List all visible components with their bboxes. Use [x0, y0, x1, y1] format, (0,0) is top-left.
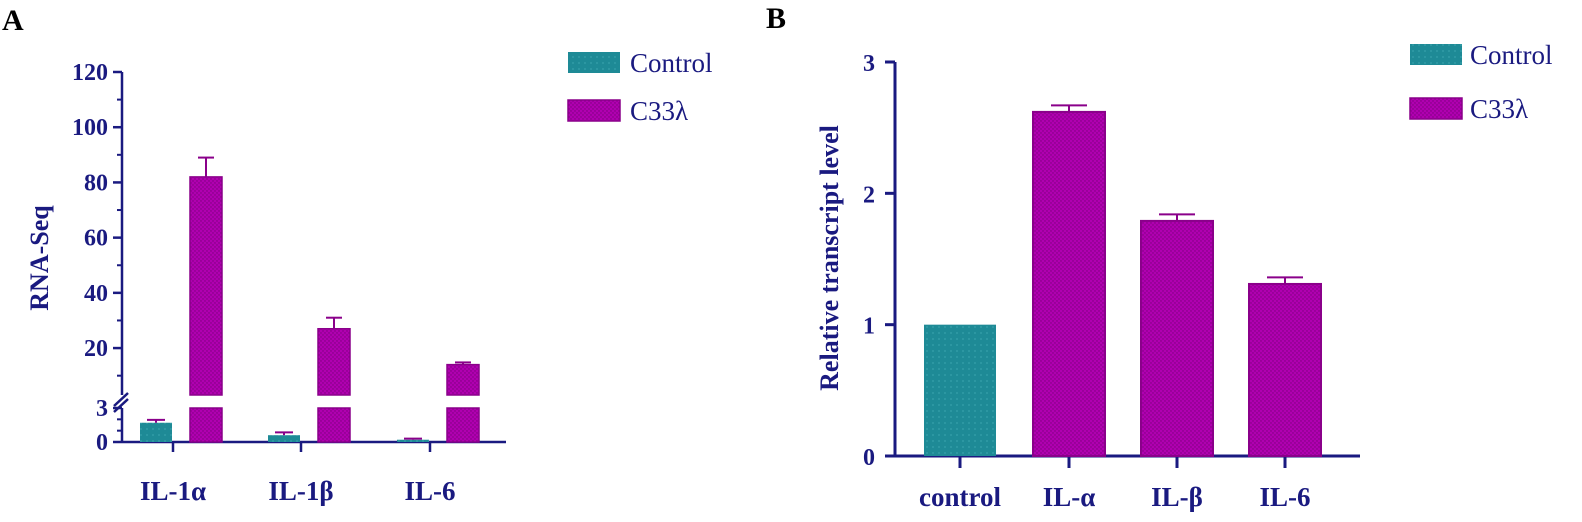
panel-b-y-axis-label: Relative transcript level	[815, 125, 844, 391]
panel-a-bar-treated-lower	[189, 407, 223, 443]
panel-b-legend-label-treated: C33λ	[1470, 94, 1528, 124]
panel-b-y-tick-label: 3	[863, 51, 875, 77]
panel-b-category-label: IL-α	[1043, 482, 1096, 512]
panel-a-axes: 0 3 20 40 60 80 100 120	[72, 60, 506, 456]
panel-b: B Relative transcript level 0 1 2 3 control…	[766, 2, 1553, 512]
panel-a-legend-label-control: Control	[630, 48, 713, 78]
panel-a-y-tick-label: 100	[72, 115, 108, 141]
panel-b-category-label: IL-6	[1259, 482, 1310, 512]
panel-a-category-label: IL-6	[404, 476, 455, 506]
panel-a-axis-break-mark	[113, 392, 129, 407]
panel-b-label: B	[766, 2, 786, 35]
panel-a-axis-break-mark	[113, 398, 129, 413]
panel-a-bar-treated-lower	[317, 407, 351, 443]
panel-a-y-tick-label: 40	[84, 281, 108, 307]
panel-a-y-tick-label: 120	[72, 60, 108, 86]
panel-b-bar-treated	[1032, 110, 1106, 457]
panel-a-y-tick-label: 80	[84, 170, 108, 196]
panel-b-bars	[924, 104, 1322, 457]
panel-b-category-label: control	[919, 482, 1001, 512]
panel-a-bars	[140, 156, 480, 443]
panel-a-category-label: IL-1β	[268, 476, 333, 506]
panel-b-legend-swatch-control	[1410, 44, 1462, 65]
panel-b-bar-treated	[1140, 219, 1214, 457]
panel-a-bar-control	[140, 422, 172, 442]
panel-a-bar-control	[397, 439, 429, 442]
panel-b-legend-label-control: Control	[1470, 40, 1553, 70]
panel-a-legend: Control C33λ	[567, 48, 713, 126]
panel-b-category-labels: control IL-α IL-β IL-6	[919, 482, 1311, 512]
panel-a-legend-swatch-control	[568, 52, 620, 73]
panel-a-bar-control	[268, 435, 300, 442]
panel-a-y-tick-label: 20	[84, 336, 108, 362]
panel-a-y-tick-label: 0	[96, 430, 108, 456]
panel-a-bar-treated-lower	[446, 407, 480, 443]
panel-b-legend-swatch-treated	[1409, 97, 1463, 120]
panel-b-bar-control	[924, 324, 996, 456]
panel-a-category-labels: IL-1α IL-1β IL-6	[140, 476, 456, 506]
panel-b-category-label: IL-β	[1151, 482, 1203, 512]
panel-b-y-tick-label: 0	[863, 445, 875, 471]
panel-a-bar-treated-upper	[446, 363, 480, 396]
panel-a-y-tick-label: 3	[96, 396, 108, 422]
panel-a-legend-swatch-treated	[567, 99, 621, 122]
panel-b-y-tick-label: 2	[863, 182, 875, 208]
panel-a-legend-label-treated: C33λ	[630, 96, 688, 126]
panel-b-y-tick-label: 1	[863, 314, 875, 340]
panel-a-bar-treated-upper	[317, 327, 351, 396]
panel-a-y-axis-label: RNA-Seq	[25, 205, 54, 311]
panel-a-y-tick-label: 60	[84, 226, 108, 252]
panel-a-label: A	[2, 4, 24, 37]
panel-a-category-label: IL-1α	[140, 476, 206, 506]
panel-b-legend: Control C33λ	[1409, 40, 1553, 124]
panel-b-bar-treated	[1248, 282, 1322, 457]
panel-a-bar-treated-upper	[189, 176, 223, 396]
